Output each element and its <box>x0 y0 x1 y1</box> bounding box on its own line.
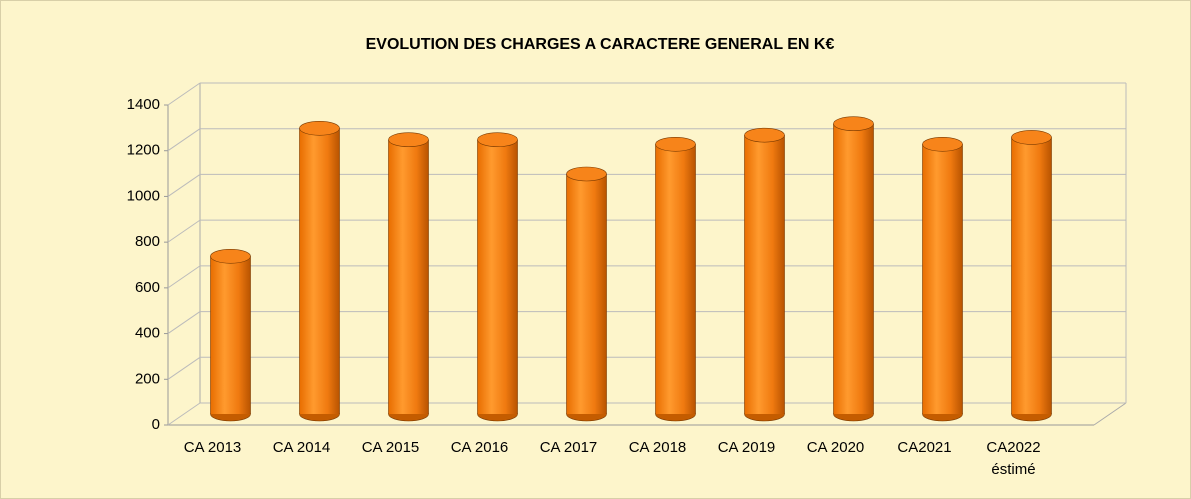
grid-line <box>167 356 201 380</box>
x-tick-label: CA 2016 <box>450 439 509 456</box>
bar-top <box>833 116 874 132</box>
x-tick-label: CA 2015 <box>361 439 420 456</box>
bar-top <box>1011 130 1052 145</box>
bar <box>210 256 251 414</box>
y-tick-label: 800 <box>135 233 160 250</box>
y-tick-label: 1200 <box>127 142 160 159</box>
bar <box>388 139 429 414</box>
bar <box>299 128 340 415</box>
grid-line <box>167 311 201 334</box>
grid-line <box>167 402 201 426</box>
bar-top <box>744 127 785 143</box>
bar-top <box>210 248 251 264</box>
y-tick-label: 1000 <box>127 187 160 204</box>
y-tick-label: 0 <box>152 416 160 433</box>
x-tick-label: CA2022 éstimé <box>986 439 1041 478</box>
y-tick-label: 400 <box>135 325 160 342</box>
grid-line <box>167 265 201 289</box>
y-tick-label: 1400 <box>127 96 160 113</box>
bar <box>477 139 518 414</box>
bar <box>655 144 696 415</box>
y-tick-label: 200 <box>135 370 160 387</box>
bar <box>833 123 874 414</box>
x-tick-label: CA 2014 <box>272 439 331 456</box>
floor-line <box>1093 402 1127 426</box>
x-tick-label: CA 2013 <box>183 439 242 456</box>
x-tick-label: CA 2018 <box>628 439 687 456</box>
bar-top <box>388 132 429 148</box>
x-tick-label: CA 2019 <box>717 439 776 456</box>
grid-line <box>167 219 201 243</box>
bar-top <box>566 166 607 182</box>
bar-top <box>655 136 696 152</box>
grid-line <box>167 174 201 197</box>
bar-top <box>477 132 518 148</box>
bar <box>1011 137 1052 414</box>
bar <box>566 174 607 414</box>
x-tick-label: CA2021 <box>897 439 952 456</box>
chart-title: EVOLUTION DES CHARGES A CARACTERE GENERA… <box>366 36 835 53</box>
bar <box>922 144 963 415</box>
bar <box>744 135 785 414</box>
y-tick-label: 600 <box>135 279 160 296</box>
x-tick-label: CA 2020 <box>806 439 865 456</box>
grid-line <box>167 82 201 106</box>
grid-line <box>167 128 201 152</box>
bar-top <box>299 120 340 136</box>
x-tick-label: CA 2017 <box>539 439 598 456</box>
bar-top <box>922 136 963 152</box>
